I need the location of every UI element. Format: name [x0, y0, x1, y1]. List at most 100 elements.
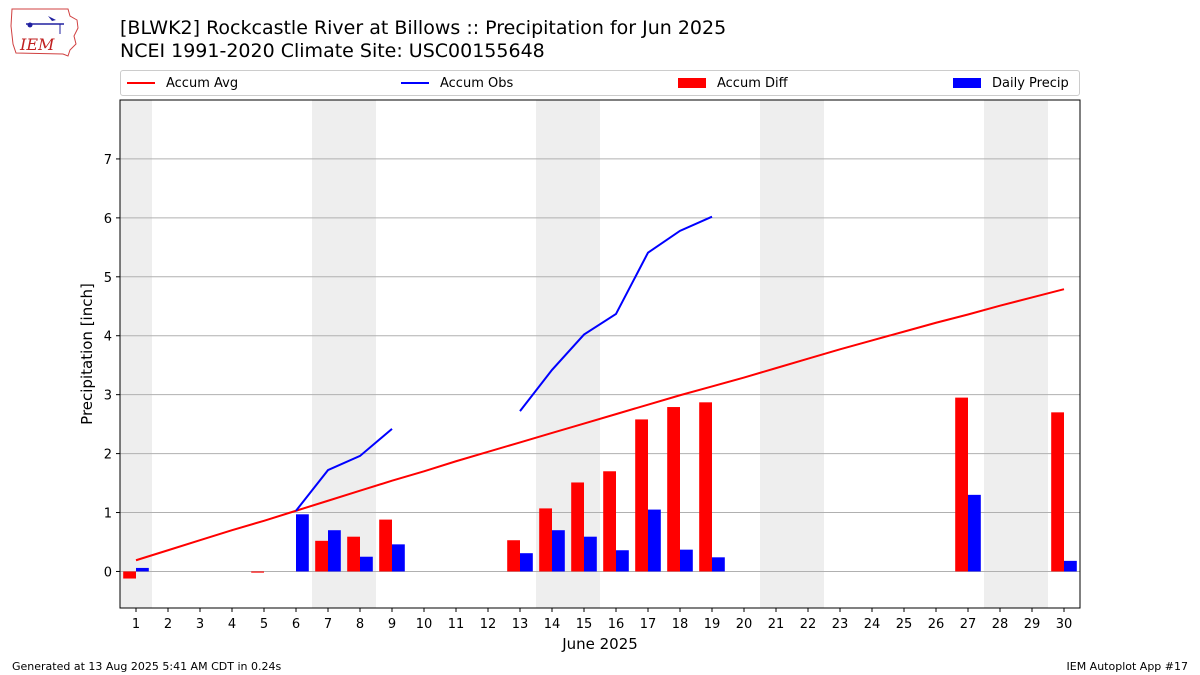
legend-item-accum-diff: Accum Diff	[678, 74, 788, 92]
bars	[123, 397, 1077, 579]
legend-swatch	[953, 78, 981, 88]
accum-avg-line	[135, 288, 1065, 562]
accum-diff-bar	[315, 540, 328, 572]
y-tick-label: 0	[104, 565, 112, 580]
legend-swatch	[401, 82, 429, 84]
daily-precip-bar	[360, 556, 373, 572]
y-tick-label: 3	[104, 389, 112, 404]
daily-precip-bar	[648, 509, 661, 572]
daily-precip-bar	[552, 530, 565, 572]
lines	[135, 215, 1065, 562]
x-tick-label: 23	[832, 617, 849, 632]
x-tick-label: 3	[196, 617, 204, 632]
x-tick-label: 27	[960, 617, 977, 632]
accum-obs-line	[519, 215, 713, 412]
legend-label: Daily Precip	[992, 75, 1069, 91]
daily-precip-bar	[584, 536, 597, 572]
legend-label: Accum Obs	[440, 75, 514, 91]
x-tick-label: 13	[512, 617, 529, 632]
weekend-shade	[312, 100, 376, 608]
x-tick-label: 24	[864, 617, 881, 632]
daily-precip-bar	[680, 549, 693, 572]
daily-precip-bar	[392, 544, 405, 572]
x-tick-label: 6	[292, 617, 300, 632]
iem-logo: IEM	[10, 8, 79, 57]
x-tick-label: 4	[228, 617, 236, 632]
y-tick-label: 4	[104, 330, 112, 345]
weekend-shading	[120, 100, 1048, 608]
logo-text: IEM	[19, 35, 55, 54]
accum-diff-bar	[347, 536, 360, 572]
y-tick-label: 5	[104, 271, 112, 286]
daily-precip-bar	[616, 550, 629, 572]
accum-diff-bar	[603, 471, 616, 572]
x-tick-label: 7	[324, 617, 332, 632]
daily-precip-bar	[296, 514, 309, 572]
x-tick-label: 21	[768, 617, 785, 632]
footer-generated: Generated at 13 Aug 2025 5:41 AM CDT in …	[12, 660, 282, 673]
x-tick-label: 10	[416, 617, 433, 632]
accum-diff-bar	[571, 482, 584, 572]
x-axis-label: June 2025	[561, 635, 638, 653]
accum-diff-bar	[635, 419, 648, 572]
x-tick-label: 14	[544, 617, 561, 632]
accum-diff-bar	[507, 540, 520, 572]
weekend-shade	[984, 100, 1048, 608]
legend-label: Accum Diff	[717, 75, 788, 91]
x-tick-label: 22	[800, 617, 817, 632]
y-tick-label: 6	[104, 212, 112, 227]
x-tick-label: 12	[480, 617, 497, 632]
accum-diff-bar	[699, 402, 712, 572]
accum-diff-bar	[955, 397, 968, 572]
weekend-shade	[120, 100, 152, 608]
accum-diff-bar	[123, 571, 136, 579]
x-tick-label: 15	[576, 617, 593, 632]
y-tick-label: 1	[104, 507, 112, 522]
daily-precip-bar	[136, 567, 149, 572]
plot-frame	[119, 99, 1081, 609]
daily-precip-bar	[968, 494, 981, 572]
chart-subtitle: NCEI 1991-2020 Climate Site: USC00155648	[120, 40, 545, 62]
accum-obs-line	[295, 428, 393, 512]
x-tick-label: 28	[992, 617, 1009, 632]
x-tick-label: 9	[388, 617, 396, 632]
daily-precip-bar	[1064, 560, 1077, 572]
x-tick-label: 30	[1056, 617, 1073, 632]
weekend-shade	[760, 100, 824, 608]
legend-swatch	[127, 82, 155, 84]
legend-swatch	[678, 78, 706, 88]
x-tick-label: 11	[448, 617, 465, 632]
daily-precip-bar	[712, 557, 725, 572]
legend: Accum Avg Accum Obs Accum Diff Daily Pre…	[120, 70, 1080, 96]
footer-app: IEM Autoplot App #17	[1066, 660, 1189, 673]
y-tick-label: 7	[104, 153, 112, 168]
x-tick-label: 2	[164, 617, 172, 632]
x-tick-label: 26	[928, 617, 945, 632]
x-tick-label: 8	[356, 617, 364, 632]
x-tick-label: 16	[608, 617, 625, 632]
accum-diff-bar	[379, 519, 392, 572]
x-tick-label: 20	[736, 617, 753, 632]
x-tick-label: 18	[672, 617, 689, 632]
y-axis-label: Precipitation [inch]	[78, 283, 96, 425]
accum-diff-bar	[251, 571, 264, 573]
daily-precip-bar	[520, 553, 533, 572]
x-tick-label: 19	[704, 617, 721, 632]
x-tick-label: 5	[260, 617, 268, 632]
legend-item-accum-avg: Accum Avg	[127, 74, 238, 92]
accum-diff-bar	[1051, 412, 1064, 572]
daily-precip-bar	[328, 530, 341, 572]
legend-label: Accum Avg	[166, 75, 239, 91]
accum-diff-bar	[539, 508, 552, 572]
x-tick-label: 25	[896, 617, 913, 632]
chart-title: [BLWK2] Rockcastle River at Billows :: P…	[120, 17, 727, 39]
legend-item-daily-precip: Daily Precip	[953, 74, 1069, 92]
legend-item-accum-obs: Accum Obs	[401, 74, 513, 92]
grid-lines	[120, 158, 1080, 572]
x-tick-label: 17	[640, 617, 657, 632]
y-tick-label: 2	[104, 448, 112, 463]
x-tick-label: 29	[1024, 617, 1041, 632]
accum-diff-bar	[667, 407, 680, 572]
